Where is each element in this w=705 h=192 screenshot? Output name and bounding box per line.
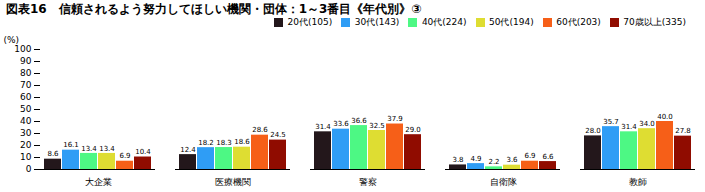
svg-text:3.6: 3.6 — [506, 156, 518, 164]
svg-text:16.1: 16.1 — [63, 141, 79, 149]
svg-text:31.4: 31.4 — [621, 123, 637, 131]
svg-text:29.0: 29.0 — [405, 126, 421, 134]
svg-text:6.6: 6.6 — [542, 153, 554, 161]
svg-text:18.2: 18.2 — [198, 139, 214, 147]
svg-text:80: 80 — [20, 68, 32, 78]
svg-text:60: 60 — [20, 92, 32, 102]
svg-text:70: 70 — [20, 80, 32, 90]
svg-text:30: 30 — [20, 128, 32, 138]
html-text:図表16 信頼されるよう努力してほしい機関・団体：1～3番目: 図表16 信頼されるよう努力してほしい機関・団体：1～3番目《年代別》③ — [6, 2, 422, 16]
svg-text:40.0: 40.0 — [657, 113, 673, 121]
svg-text:32.5: 32.5 — [369, 122, 385, 130]
svg-text:6.9: 6.9 — [119, 152, 130, 160]
svg-text:教師: 教師 — [629, 177, 647, 187]
svg-text:医療機関: 医療機関 — [215, 177, 251, 187]
svg-text:10.4: 10.4 — [135, 148, 151, 156]
svg-text:27.8: 27.8 — [675, 127, 691, 135]
svg-text:36.6: 36.6 — [351, 117, 367, 125]
html-text:40代(224): 40代(224) — [421, 17, 467, 28]
svg-text:28.6: 28.6 — [252, 126, 268, 134]
svg-text:6.9: 6.9 — [524, 152, 535, 160]
svg-text:28.0: 28.0 — [585, 127, 601, 135]
svg-text:警察: 警察 — [359, 177, 377, 187]
svg-text:18.6: 18.6 — [234, 138, 250, 146]
svg-text:4.9: 4.9 — [470, 155, 481, 163]
svg-text:40: 40 — [20, 116, 32, 126]
html-text:70歳以上(335): 70歳以上(335) — [623, 17, 686, 28]
html-text:50代(194): 50代(194) — [489, 17, 534, 28]
svg-text:0: 0 — [26, 164, 32, 174]
html-text:30代(143): 30代(143) — [354, 17, 400, 28]
svg-text:12.4: 12.4 — [180, 146, 196, 154]
svg-text:33.6: 33.6 — [333, 120, 349, 128]
svg-text:自衛隊: 自衛隊 — [490, 177, 517, 187]
svg-text:3.8: 3.8 — [452, 156, 463, 164]
svg-text:50: 50 — [20, 104, 32, 114]
svg-text:24.5: 24.5 — [270, 131, 286, 139]
html-text:60代(203): 60代(203) — [556, 17, 601, 28]
svg-text:(%): (%) — [4, 35, 20, 45]
html-text:20代(105): 20代(105) — [287, 17, 333, 28]
svg-text:2.2: 2.2 — [488, 158, 499, 166]
svg-text:100: 100 — [14, 44, 31, 54]
svg-text:37.9: 37.9 — [387, 115, 403, 123]
svg-text:90: 90 — [20, 56, 32, 66]
svg-text:13.4: 13.4 — [81, 145, 97, 153]
svg-text:大企業: 大企業 — [85, 177, 112, 187]
svg-text:18.3: 18.3 — [216, 139, 232, 147]
svg-text:35.7: 35.7 — [603, 118, 619, 126]
svg-text:13.4: 13.4 — [99, 145, 115, 153]
svg-text:8.6: 8.6 — [47, 150, 59, 158]
svg-text:20: 20 — [20, 140, 32, 150]
svg-text:10: 10 — [20, 152, 32, 162]
svg-text:31.4: 31.4 — [315, 123, 331, 131]
svg-text:34.0: 34.0 — [639, 120, 655, 128]
